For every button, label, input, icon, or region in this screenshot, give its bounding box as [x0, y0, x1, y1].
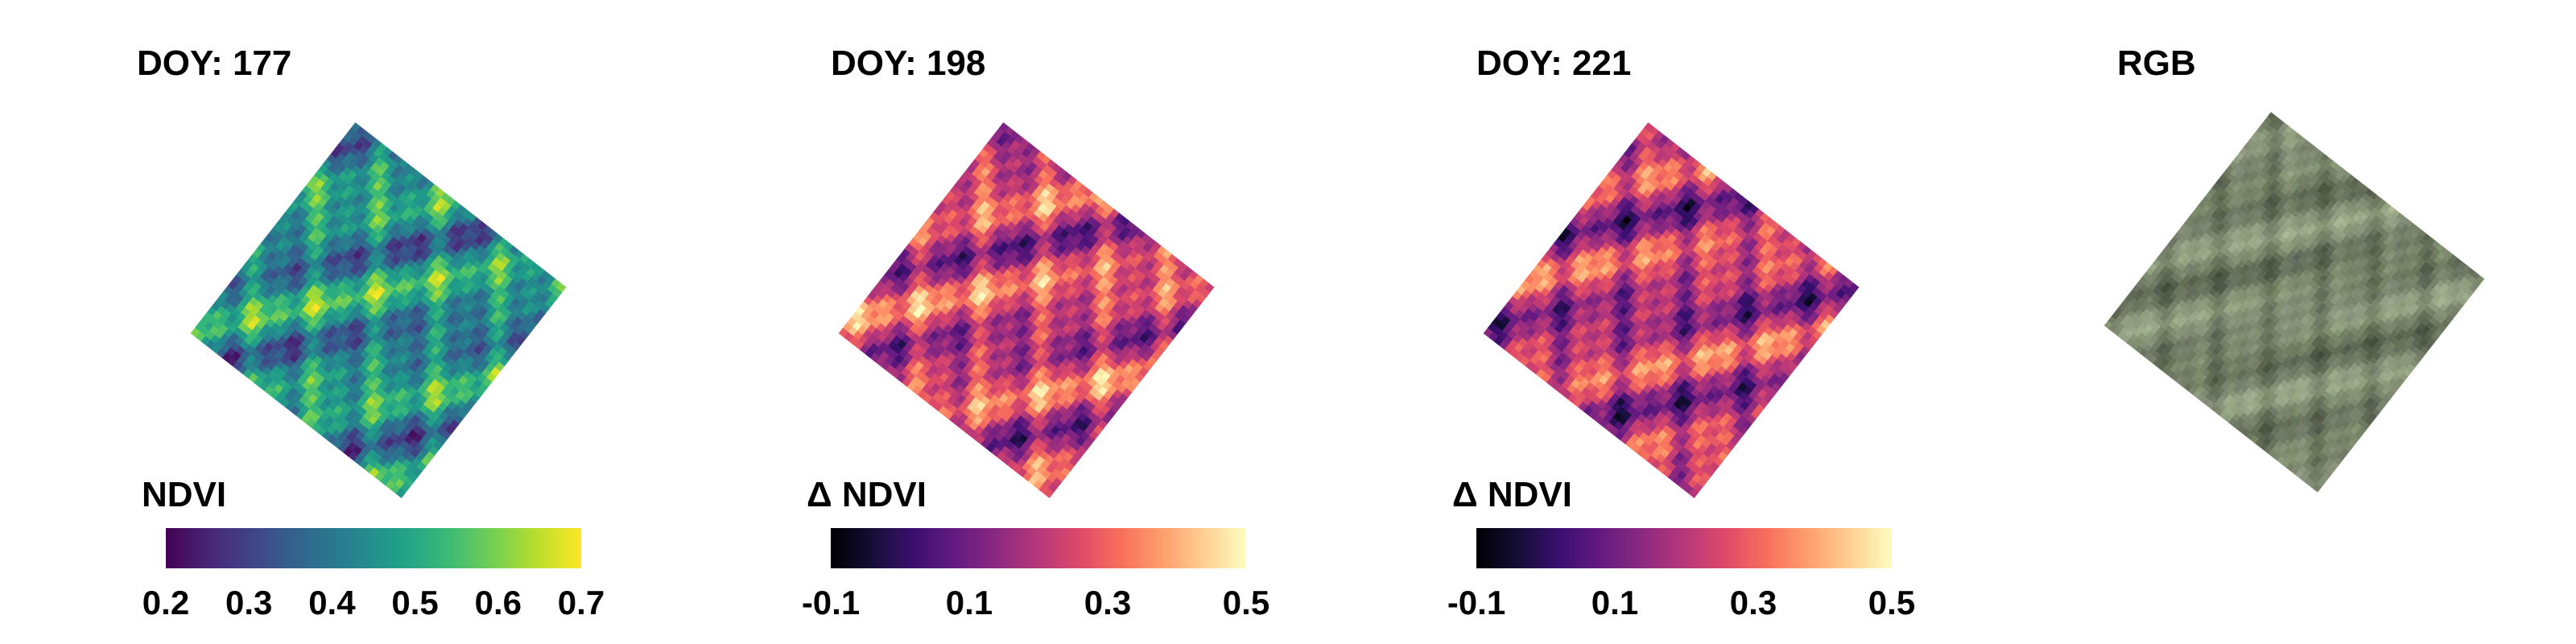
panel-title: DOY: 177: [137, 43, 292, 83]
panel-doy-177: DOY: 177 NDVI 0.2 0.3 0.4 0.5 0.6 0.7: [0, 0, 644, 644]
ndvi-map: [190, 122, 567, 498]
